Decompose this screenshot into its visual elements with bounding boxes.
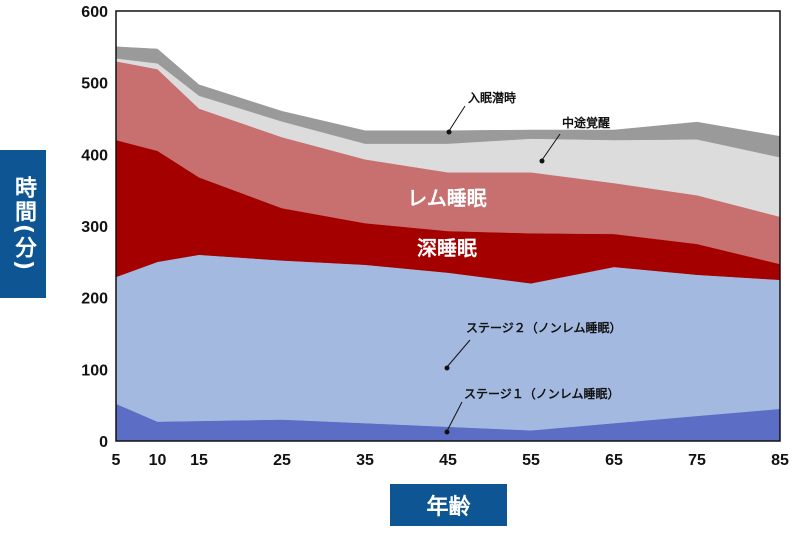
x-axis-label: 年齢 — [426, 495, 471, 520]
x-axis-label-box: 年齢 — [390, 484, 507, 526]
y-axis-label: 時間(分) — [11, 175, 36, 273]
x-axis-ticks: 5 10 15 25 35 45 55 65 75 85 — [112, 452, 789, 469]
x-tick-label: 75 — [688, 452, 706, 469]
latency-label: 入眠潜時 — [468, 90, 516, 105]
x-tick-label: 15 — [190, 452, 208, 469]
area-layers — [115, 46, 781, 442]
rem-label: レム睡眠 — [407, 186, 487, 210]
latency-annotation: 入眠潜時 — [446, 90, 516, 135]
x-tick-label: 55 — [522, 452, 540, 469]
x-tick-label: 10 — [149, 452, 167, 469]
y-axis-label-box: 時間(分) — [0, 150, 46, 298]
stage1-label: ステージ１（ノンレム睡眠） — [464, 386, 620, 401]
y-tick-label: 100 — [81, 362, 108, 379]
stage2-annotation: ステージ２（ノンレム睡眠） — [444, 320, 622, 371]
x-tick-label: 65 — [605, 452, 623, 469]
x-tick-label: 45 — [439, 452, 457, 469]
waso-label: 中途覚醒 — [562, 115, 610, 130]
area-series-1 — [115, 254, 781, 431]
y-tick-label: 600 — [81, 4, 108, 21]
x-tick-label: 35 — [356, 452, 374, 469]
stage2-label: ステージ２（ノンレム睡眠） — [466, 320, 622, 335]
y-axis-ticks: 0 100 200 300 400 500 600 — [81, 4, 108, 451]
plot-frame — [115, 10, 781, 442]
x-tick-label: 85 — [771, 452, 789, 469]
y-tick-label: 200 — [81, 291, 108, 308]
stage1-annotation: ステージ１（ノンレム睡眠） — [444, 386, 620, 435]
waso-annotation: 中途覚醒 — [539, 115, 610, 164]
y-tick-label: 500 — [81, 76, 108, 93]
y-tick-label: 300 — [81, 219, 108, 236]
y-tick-label: 0 — [99, 434, 108, 451]
x-tick-label: 25 — [273, 452, 291, 469]
deep-label: 深睡眠 — [417, 236, 477, 260]
y-tick-label: 400 — [81, 147, 108, 164]
x-tick-label: 5 — [112, 452, 121, 469]
